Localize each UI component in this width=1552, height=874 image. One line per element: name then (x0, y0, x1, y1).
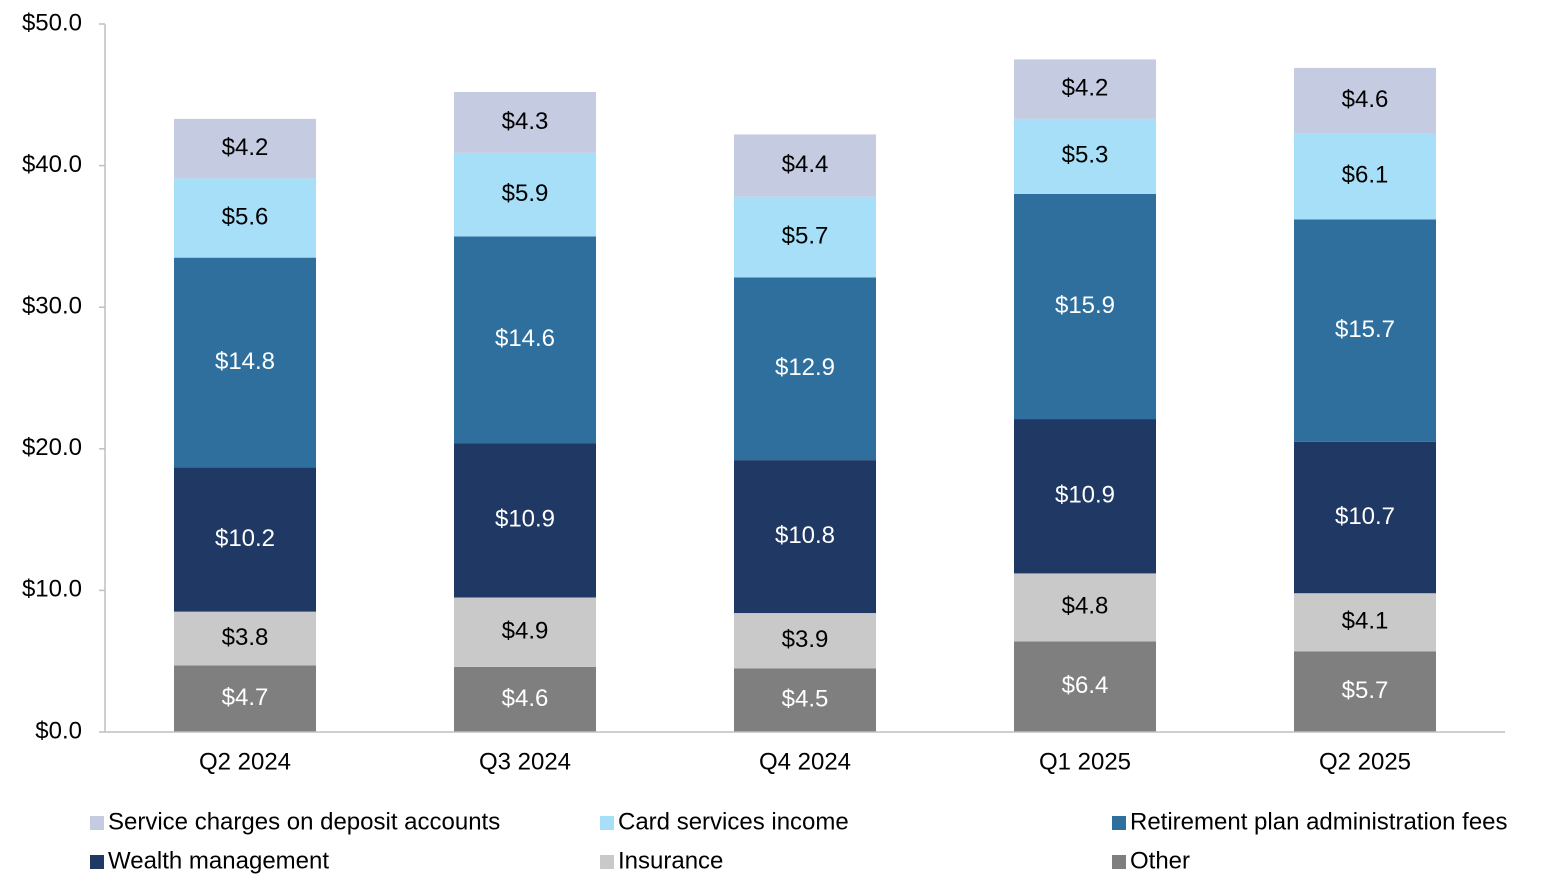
data-label: $15.9 (1055, 292, 1115, 319)
data-label: $4.6 (1342, 86, 1389, 113)
data-label: $15.7 (1335, 316, 1395, 343)
bar-segment (734, 277, 876, 461)
y-tick-label: $20.0 (22, 434, 82, 461)
bar-segment (454, 597, 596, 667)
data-label: $5.3 (1062, 142, 1109, 169)
y-tick-label: $50.0 (22, 9, 82, 36)
bar-segment (454, 152, 596, 237)
data-label: $5.6 (222, 203, 269, 230)
data-label: $4.9 (502, 618, 549, 645)
data-label: $4.8 (1062, 593, 1109, 620)
data-label: $5.7 (782, 222, 829, 249)
data-label: $4.5 (782, 685, 829, 712)
bar-segment (174, 665, 316, 732)
data-label: $6.1 (1342, 162, 1389, 189)
bar-segment (174, 611, 316, 666)
legend-label: Retirement plan administration fees (1130, 808, 1508, 835)
bar-segment (1294, 219, 1436, 442)
data-label: $10.9 (1055, 482, 1115, 509)
y-tick-label: $10.0 (22, 576, 82, 603)
data-label: $4.2 (222, 134, 269, 161)
bar-segment (1294, 67, 1436, 134)
bar-segment (1294, 593, 1436, 652)
bar-segment (1294, 133, 1436, 220)
legend-swatch (90, 855, 104, 869)
data-label: $14.6 (495, 325, 555, 352)
data-label: $10.8 (775, 522, 835, 549)
data-label: $5.9 (502, 180, 549, 207)
bar-segment (454, 91, 596, 153)
legend-label: Wealth management (108, 847, 329, 874)
data-label: $4.2 (1062, 74, 1109, 101)
legend-swatch (1112, 855, 1126, 869)
bar-segment (1014, 419, 1156, 574)
data-label: $4.4 (782, 151, 829, 178)
x-tick-label: Q3 2024 (479, 748, 571, 775)
bar-segment (734, 613, 876, 669)
bar-segment (734, 196, 876, 278)
y-tick-label: $0.0 (35, 717, 82, 744)
bar-segment (174, 178, 316, 258)
data-label: $5.7 (1342, 677, 1389, 704)
bar-segment (174, 467, 316, 612)
bar-segment (1014, 193, 1156, 420)
x-tick-label: Q2 2025 (1319, 748, 1411, 775)
data-label: $12.9 (775, 354, 835, 381)
y-tick-label: $30.0 (22, 293, 82, 320)
data-label: $10.9 (495, 506, 555, 533)
bar-segment (454, 443, 596, 598)
legend-swatch (1112, 816, 1126, 830)
bar-segment (1014, 59, 1156, 119)
data-label: $6.4 (1062, 672, 1109, 699)
legend-swatch (600, 816, 614, 830)
bar-segment (734, 668, 876, 732)
bar-segment (1294, 441, 1436, 594)
bar-segment (1014, 118, 1156, 194)
bar-segment (174, 257, 316, 468)
legend-label: Service charges on deposit accounts (108, 808, 500, 835)
bar-segment (174, 118, 316, 179)
bar-segment (1014, 573, 1156, 642)
legend-label: Insurance (618, 847, 723, 874)
bar-segment (1014, 641, 1156, 732)
bar-segment (734, 460, 876, 614)
bar-segment (734, 134, 876, 197)
y-tick-label: $40.0 (22, 151, 82, 178)
data-label: $10.2 (215, 525, 275, 552)
legend-swatch (600, 855, 614, 869)
data-label: $4.7 (222, 684, 269, 711)
bar-segment (454, 666, 596, 732)
data-label: $3.9 (782, 626, 829, 653)
data-label: $3.8 (222, 624, 269, 651)
data-label: $14.8 (215, 348, 275, 375)
bar-segment (454, 236, 596, 444)
legend-label: Card services income (618, 808, 849, 835)
legend-label: Other (1130, 847, 1190, 874)
data-label: $4.6 (502, 685, 549, 712)
legend-swatch (90, 816, 104, 830)
data-label: $10.7 (1335, 503, 1395, 530)
x-tick-label: Q4 2024 (759, 748, 851, 775)
x-tick-label: Q2 2024 (199, 748, 291, 775)
x-tick-label: Q1 2025 (1039, 748, 1131, 775)
data-label: $4.1 (1342, 608, 1389, 635)
data-label: $4.3 (502, 108, 549, 135)
bar-segment (1294, 651, 1436, 732)
